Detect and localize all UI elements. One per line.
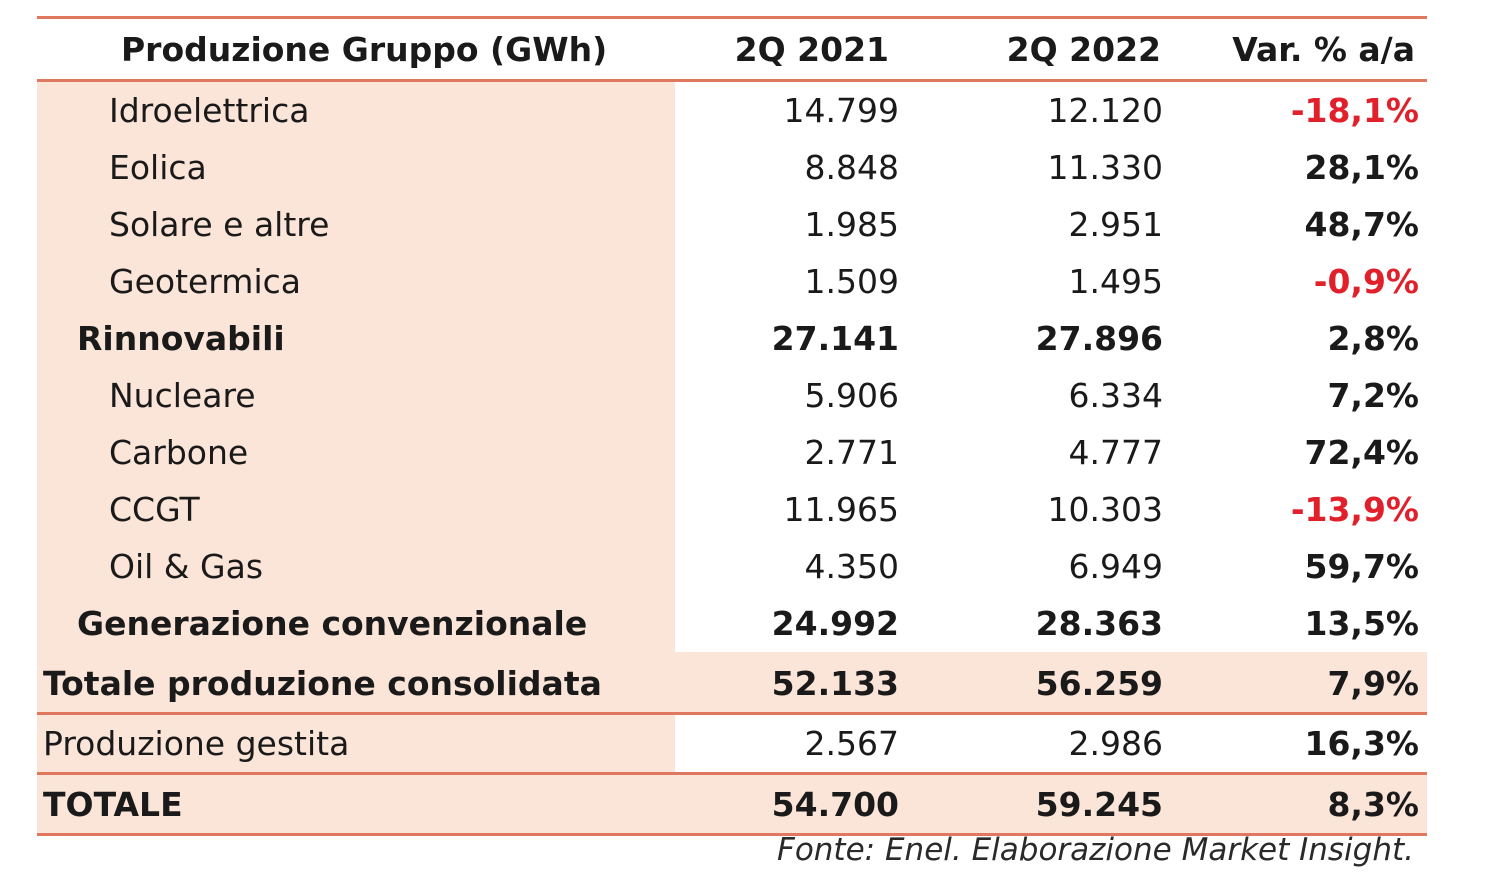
header-2q-2022: 2Q 2022 — [933, 16, 1195, 82]
value-var-pct: 13,5% — [1304, 604, 1420, 643]
value-2q-2021: 52.133 — [675, 652, 933, 714]
row-label: Eolica — [37, 139, 675, 196]
row-label: Rinnovabili — [37, 310, 675, 367]
subtotal-row: Generazione convenzionale 24.992 28.363 … — [37, 595, 1427, 653]
row-label: Solare e altre — [37, 196, 675, 253]
table-row: Geotermica 1.509 1.495 -0,9% — [37, 253, 1427, 310]
value-2q-2021: 5.906 — [804, 376, 899, 415]
value-var-pct: 8,3% — [1195, 773, 1427, 836]
value-var-pct: -18,1% — [1290, 91, 1419, 130]
value-var-pct: -0,9% — [1313, 262, 1419, 301]
table-row: Eolica 8.848 11.330 28,1% — [37, 139, 1427, 196]
value-2q-2022: 11.330 — [1047, 148, 1163, 187]
total-consolidated-row: Totale produzione consolidata 52.133 56.… — [37, 652, 1427, 714]
row-label: TOTALE — [37, 773, 675, 836]
table-header-row: Produzione Gruppo (GWh) 2Q 2021 2Q 2022 … — [37, 16, 1427, 82]
value-2q-2021: 24.992 — [771, 604, 899, 643]
value-2q-2021: 4.350 — [804, 547, 899, 586]
row-label: Totale produzione consolidata — [37, 652, 675, 714]
value-var-pct: 48,7% — [1304, 205, 1420, 244]
value-var-pct: -13,9% — [1290, 490, 1419, 529]
value-2q-2021: 27.141 — [771, 319, 899, 358]
row-label: Nucleare — [37, 367, 675, 424]
table-row: Solare e altre 1.985 2.951 48,7% — [37, 196, 1427, 253]
value-2q-2022: 2.951 — [1068, 205, 1163, 244]
header-var-pct: Var. % a/a — [1195, 16, 1427, 82]
value-2q-2021: 1.509 — [804, 262, 899, 301]
row-label: Produzione gestita — [37, 712, 675, 775]
value-2q-2021: 2.771 — [804, 433, 899, 472]
production-table: Produzione Gruppo (GWh) 2Q 2021 2Q 2022 … — [37, 16, 1427, 836]
table-row: Carbone 2.771 4.777 72,4% — [37, 424, 1427, 481]
value-2q-2021: 8.848 — [804, 148, 899, 187]
header-label: Produzione Gruppo (GWh) — [37, 16, 675, 82]
row-label: Idroelettrica — [37, 80, 675, 139]
value-var-pct: 7,2% — [1327, 376, 1419, 415]
value-var-pct: 59,7% — [1304, 547, 1420, 586]
managed-production-row: Produzione gestita 2.567 2.986 16,3% — [37, 712, 1427, 775]
value-2q-2022: 27.896 — [1035, 319, 1163, 358]
value-2q-2022: 59.245 — [933, 773, 1195, 836]
value-2q-2022: 56.259 — [933, 652, 1195, 714]
value-var-pct: 16,3% — [1195, 712, 1427, 775]
grand-total-row: TOTALE 54.700 59.245 8,3% — [37, 773, 1427, 836]
row-label: Generazione convenzionale — [37, 595, 675, 653]
value-2q-2022: 28.363 — [1035, 604, 1163, 643]
value-var-pct: 28,1% — [1304, 148, 1420, 187]
value-2q-2022: 1.495 — [1068, 262, 1163, 301]
production-table-container: Produzione Gruppo (GWh) 2Q 2021 2Q 2022 … — [37, 16, 1427, 836]
row-label: Oil & Gas — [37, 538, 675, 595]
value-2q-2022: 6.334 — [1068, 376, 1163, 415]
value-2q-2021: 2.567 — [675, 712, 933, 775]
row-label: CCGT — [37, 481, 675, 538]
value-2q-2022: 12.120 — [1047, 91, 1163, 130]
value-2q-2022: 4.777 — [1068, 433, 1163, 472]
header-2q-2021: 2Q 2021 — [675, 16, 933, 82]
value-2q-2021: 11.965 — [783, 490, 899, 529]
row-label: Geotermica — [37, 253, 675, 310]
value-2q-2021: 1.985 — [804, 205, 899, 244]
subtotal-row: Rinnovabili 27.141 27.896 2,8% — [37, 310, 1427, 367]
value-2q-2022: 2.986 — [933, 712, 1195, 775]
table-row: CCGT 11.965 10.303 -13,9% — [37, 481, 1427, 538]
value-2q-2021: 54.700 — [675, 773, 933, 836]
value-2q-2022: 10.303 — [1047, 490, 1163, 529]
value-2q-2022: 6.949 — [1068, 547, 1163, 586]
table-row: Nucleare 5.906 6.334 7,2% — [37, 367, 1427, 424]
value-var-pct: 7,9% — [1195, 652, 1427, 714]
value-var-pct: 2,8% — [1327, 319, 1419, 358]
row-label: Carbone — [37, 424, 675, 481]
source-note: Fonte: Enel. Elaborazione Market Insight… — [776, 832, 1414, 868]
table-row: Oil & Gas 4.350 6.949 59,7% — [37, 538, 1427, 595]
value-var-pct: 72,4% — [1304, 433, 1420, 472]
table-row: Idroelettrica 14.799 12.120 -18,1% — [37, 80, 1427, 139]
value-2q-2021: 14.799 — [783, 91, 899, 130]
